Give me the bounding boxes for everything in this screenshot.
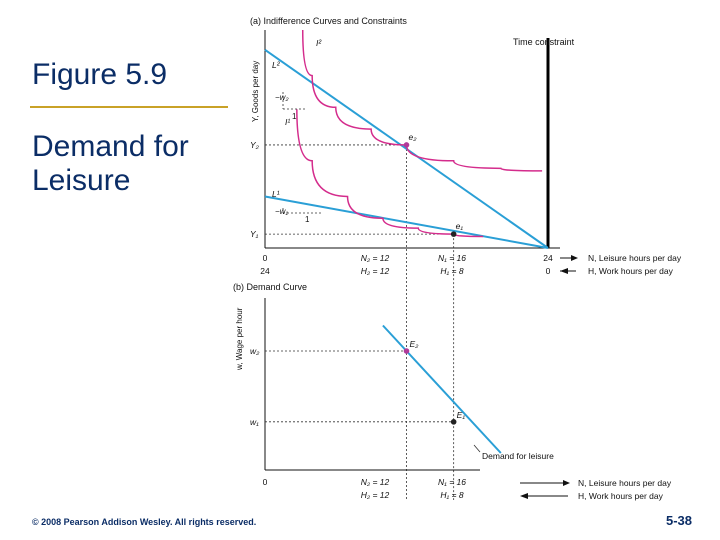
chart-b-x-tick-bottom: H₂ = 12 [361,490,390,500]
chart-b-y-tick: w₁ [250,417,259,427]
label-L1: L¹ [272,189,280,199]
label-I2: I² [316,38,322,48]
slope-w2-run-label: 1 [292,112,297,121]
chart-a-x-tick-bottom: H₁ = 8 [440,266,464,276]
series-budget-line [264,195,549,249]
page-number: 5-38 [666,513,693,528]
point-label-E2: E₂ [410,339,420,349]
chart-a-x-tick-top: N₁ = 16 [438,253,466,263]
chart-b-x-arrowhead-top [563,480,570,486]
chart-b-x-tick-top: 0 [263,477,268,487]
slope-w1-run-label: 1 [305,215,310,224]
chart-a-x-arrowhead-bottom [560,268,568,274]
chart-b-y-label: w, Wage per hour [235,307,244,371]
point-label-E1: E₁ [457,410,466,420]
point-e1 [450,231,457,237]
series-indifference-curve [301,29,543,172]
point-e2 [403,142,410,148]
chart-a-x-tick-top: N₂ = 12 [361,253,390,263]
chart-a-y-tick: Y₁ [250,229,259,239]
time-constraint-label: Time constraint [513,37,575,47]
demand-curve-label: Demand for leisure [482,451,554,461]
label-L2: L² [272,60,281,70]
chart-b-x-arrowhead-bottom [520,493,528,499]
chart-a-x-tick-top: 24 [543,253,553,263]
chart-a-x-tick-top: 0 [263,253,268,263]
chart-b-title: (b) Demand Curve [233,282,307,292]
chart-a-x-tick-bottom: 0 [546,266,551,276]
point-label-e2: e₂ [409,132,418,142]
chart-a-title: (a) Indifference Curves and Constraints [250,16,407,26]
chart-a-x-tick-bottom: H₂ = 12 [361,266,390,276]
series-indifference-curve [296,109,484,238]
point-label-e1: e₁ [456,221,464,231]
chart-a-y-tick: Y₂ [250,140,260,150]
copyright-footer: © 2008 Pearson Addison Wesley. All right… [32,517,257,527]
chart-b-x-tick-bottom: H₁ = 8 [440,490,464,500]
slope-w1-label: −w₁ [275,207,288,216]
point-E1 [450,419,457,425]
slope-w2-label: −w₂ [275,93,289,102]
chart-a-x-arrowhead-top [571,255,578,261]
point-E2 [403,348,410,354]
chart-b-x-label-top: N, Leisure hours per day [578,478,672,488]
chart-b-x-label-bottom: H, Work hours per day [578,491,664,501]
chart-a-y-label: Y, Goods per day [251,61,260,122]
series-demand-curve [382,324,502,454]
slide-subtitle: Demand for Leisure [32,130,189,197]
slide-title: Figure 5.9 [32,58,168,91]
chart-a-x-label-bottom: H, Work hours per day [588,266,674,276]
chart-a-x-tick-bottom: 24 [260,266,270,276]
chart-a-x-label-top: N, Leisure hours per day [588,253,682,263]
title-divider [30,106,228,108]
label-I1: I¹ [285,117,290,127]
chart-b-y-tick: w₂ [250,346,260,356]
demand-label-leader [473,444,481,453]
chart-b-x-tick-top: N₁ = 16 [438,477,466,487]
chart-b-x-tick-top: N₂ = 12 [361,477,390,487]
